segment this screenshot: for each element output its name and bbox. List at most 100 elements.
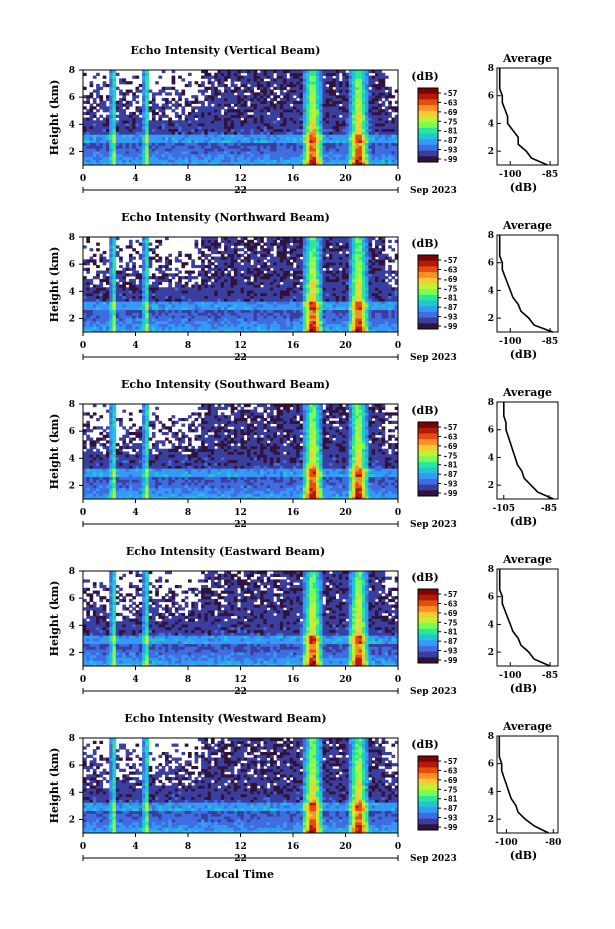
heatmap-cell bbox=[302, 239, 307, 243]
heatmap-cell bbox=[273, 111, 277, 116]
heatmap-cell bbox=[214, 156, 218, 160]
heatmap-cell bbox=[197, 309, 202, 313]
heatmap-cell bbox=[151, 131, 156, 135]
heatmap-cell bbox=[92, 318, 97, 322]
heatmap-cell bbox=[312, 329, 317, 333]
heatmap-cell bbox=[260, 81, 264, 85]
heatmap-cell bbox=[83, 295, 87, 299]
heatmap-cell bbox=[243, 95, 248, 99]
heatmap-cell bbox=[191, 114, 195, 118]
heatmap-cell bbox=[358, 86, 363, 90]
heatmap-cell bbox=[142, 320, 146, 325]
heatmap-cell bbox=[319, 281, 323, 285]
heatmap-cell bbox=[210, 120, 215, 124]
heatmap-cell bbox=[283, 125, 287, 130]
heatmap-cell bbox=[86, 298, 90, 302]
heatmap-cell bbox=[283, 248, 287, 252]
heatmap-cell bbox=[135, 123, 140, 127]
heatmap-cell bbox=[312, 256, 317, 260]
heatmap-cell bbox=[204, 153, 209, 158]
heatmap-cell bbox=[135, 137, 140, 141]
heatmap-cell bbox=[276, 125, 281, 130]
heatmap-cell bbox=[217, 109, 222, 113]
heatmap-cell bbox=[115, 145, 120, 149]
heatmap-cell bbox=[161, 137, 166, 141]
heatmap-cell bbox=[296, 259, 300, 263]
heatmap-cell bbox=[260, 315, 264, 319]
heatmap-cell bbox=[201, 326, 205, 330]
heatmap-cell bbox=[161, 306, 166, 311]
heatmap-cell bbox=[368, 109, 373, 113]
heatmap-cell bbox=[210, 256, 215, 260]
heatmap-cell bbox=[201, 323, 205, 327]
heatmap-cell bbox=[240, 315, 245, 319]
heatmap-cell bbox=[194, 320, 199, 325]
heatmap-cell bbox=[142, 295, 146, 299]
heatmap-cell bbox=[253, 242, 258, 246]
heatmap-cell bbox=[358, 83, 363, 88]
heatmap-cell bbox=[86, 153, 90, 158]
heatmap-cell bbox=[188, 162, 192, 166]
heatmap-cell bbox=[112, 292, 117, 297]
heatmap-cell bbox=[355, 109, 360, 113]
heatmap-cell bbox=[178, 97, 182, 102]
heatmap-cell bbox=[289, 83, 294, 88]
heatmap-cell bbox=[191, 159, 195, 163]
heatmap-cell bbox=[302, 323, 307, 327]
heatmap-cell bbox=[204, 139, 209, 144]
heatmap-cell bbox=[247, 306, 251, 311]
heatmap-cell bbox=[220, 151, 225, 155]
heatmap-cell bbox=[233, 239, 238, 243]
heatmap-cell bbox=[296, 242, 300, 246]
heatmap-cell bbox=[174, 273, 179, 277]
heatmap-cell bbox=[128, 125, 133, 130]
heatmap-cell bbox=[270, 145, 274, 149]
heatmap-cell bbox=[378, 111, 382, 116]
heatmap-cell bbox=[227, 304, 232, 308]
heatmap-cell bbox=[286, 309, 291, 313]
heatmap-cell bbox=[168, 281, 172, 285]
heatmap-cell bbox=[96, 162, 100, 166]
heatmap-cell bbox=[115, 237, 120, 241]
heatmap-cell bbox=[138, 278, 143, 283]
heatmap-cell bbox=[83, 267, 87, 271]
heatmap-cell bbox=[220, 72, 225, 76]
heatmap-cell bbox=[375, 75, 379, 79]
heatmap-cell bbox=[105, 159, 110, 163]
heatmap-cell bbox=[286, 109, 291, 113]
heatmap-cell bbox=[125, 128, 130, 132]
heatmap-cell bbox=[243, 267, 248, 271]
heatmap-cell bbox=[270, 281, 274, 285]
heatmap-cell bbox=[256, 298, 261, 302]
heatmap-cell bbox=[299, 134, 304, 138]
heatmap-cell bbox=[184, 295, 189, 299]
heatmap-cell bbox=[279, 83, 284, 88]
heatmap-cell bbox=[168, 295, 172, 299]
heatmap-cell bbox=[89, 114, 94, 118]
heatmap-cell bbox=[355, 123, 360, 127]
heatmap-cell bbox=[315, 156, 320, 160]
heatmap-cell bbox=[102, 276, 107, 280]
heatmap-cell bbox=[161, 292, 166, 297]
heatmap-cell bbox=[217, 123, 222, 127]
heatmap-cell bbox=[155, 148, 159, 152]
heatmap-cell bbox=[178, 281, 182, 285]
heatmap-cell bbox=[99, 256, 104, 260]
heatmap-cell bbox=[194, 128, 199, 132]
heatmap-cell bbox=[184, 123, 189, 127]
heatmap-cell bbox=[263, 111, 268, 116]
heatmap-cell bbox=[345, 89, 350, 93]
heatmap-cell bbox=[361, 109, 366, 113]
heatmap-cell bbox=[233, 326, 238, 330]
heatmap-cell bbox=[145, 78, 150, 82]
heatmap-cell bbox=[237, 318, 241, 322]
heatmap-cell bbox=[394, 134, 399, 138]
heatmap-cell bbox=[181, 309, 186, 313]
heatmap-cell bbox=[243, 134, 248, 138]
heatmap-cell bbox=[279, 318, 284, 322]
heatmap-cell bbox=[365, 75, 369, 79]
heatmap-cell bbox=[394, 139, 399, 144]
heatmap-cell bbox=[155, 298, 159, 302]
heatmap-cell bbox=[155, 290, 159, 294]
heatmap-cell bbox=[220, 159, 225, 163]
